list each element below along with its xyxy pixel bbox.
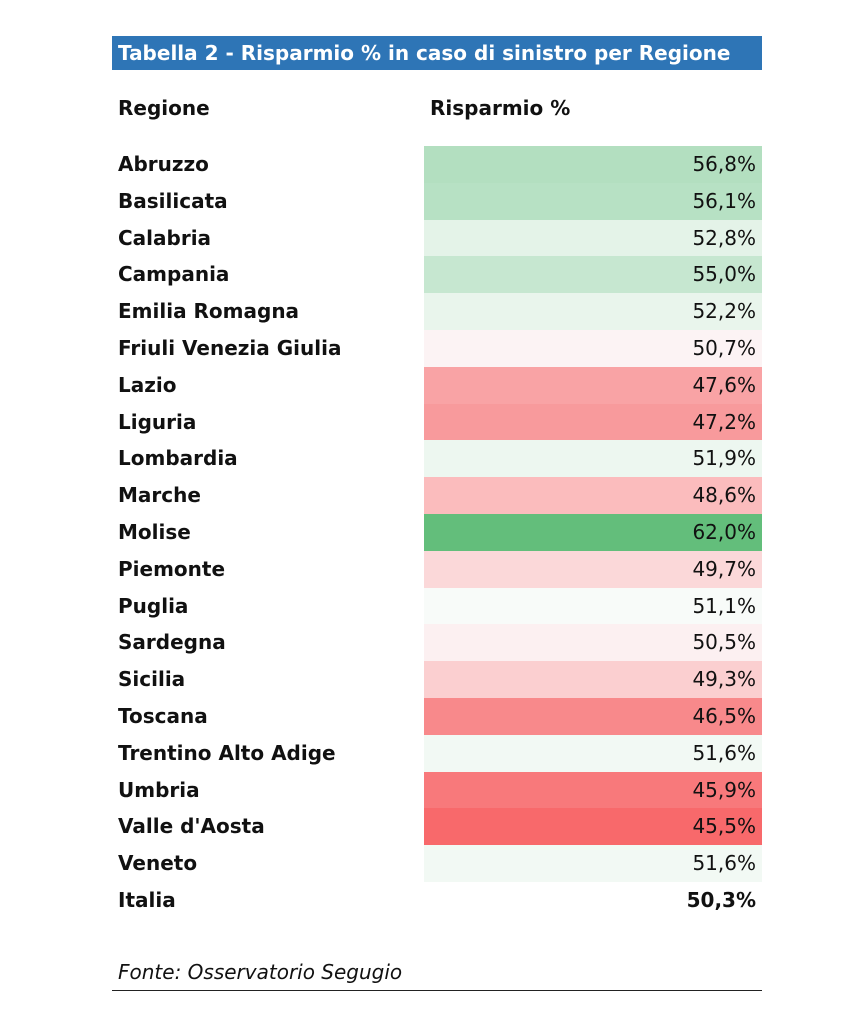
- region-label: Emilia Romagna: [118, 299, 300, 324]
- value-cell: 51,6%: [424, 734, 762, 772]
- value-cell: 50,7%: [424, 330, 762, 367]
- value-cell: 47,6%: [424, 366, 762, 404]
- region-label: Lombardia: [118, 446, 238, 471]
- region-label: Calabria: [118, 225, 212, 250]
- header-value: Risparmio %: [430, 96, 571, 120]
- value-cell: 45,9%: [424, 771, 762, 809]
- value-cell: 45,5%: [424, 808, 762, 846]
- value-cell: 51,6%: [424, 845, 762, 882]
- region-label: Piemonte: [118, 556, 226, 581]
- value-cell: 56,8%: [424, 146, 762, 183]
- source: Fonte: Osservatorio Segugio: [118, 960, 403, 984]
- value-cell: 50,5%: [424, 624, 762, 662]
- region-label: Toscana: [118, 704, 208, 728]
- region-label: Lazio: [118, 372, 177, 397]
- value-cell: 49,3%: [424, 661, 762, 698]
- total-label: Italia: [118, 888, 176, 912]
- region-label: Friuli Venezia Giulia: [118, 336, 342, 360]
- region-label: Marche: [118, 483, 201, 508]
- header-region: Regione: [118, 96, 210, 120]
- region-label: Liguria: [118, 409, 197, 434]
- region-label: Veneto: [118, 851, 198, 876]
- region-label: Abruzzo: [118, 152, 209, 176]
- region-label: Umbria: [118, 777, 200, 802]
- region-label: Campania: [118, 262, 230, 287]
- value-cell: 48,6%: [424, 477, 762, 514]
- value-cell: 51,1%: [424, 587, 762, 625]
- region-label: Sardegna: [118, 630, 226, 655]
- value-cell: 49,7%: [424, 550, 762, 588]
- region-label: Valle d'Aosta: [118, 814, 265, 839]
- value-cell: 52,8%: [424, 219, 762, 257]
- value-cell: 56,1%: [424, 182, 762, 220]
- value-cell: 51,9%: [424, 440, 762, 478]
- region-label: Molise: [118, 520, 191, 544]
- table-title: Tabella 2 - Risparmio % in caso di sinis…: [112, 36, 762, 70]
- region-label: Puglia: [118, 593, 189, 618]
- value-cell: 62,0%: [424, 514, 762, 551]
- value-cell: 46,5%: [424, 698, 762, 735]
- region-label: Basilicata: [118, 188, 228, 213]
- value-cell: 52,2%: [424, 293, 762, 330]
- region-label: Sicilia: [118, 667, 186, 692]
- rule: [112, 990, 762, 991]
- value-cell: 55,0%: [424, 256, 762, 294]
- total-value: 50,3%: [686, 888, 756, 912]
- value-cell: 47,2%: [424, 403, 762, 441]
- region-label: Trentino Alto Adige: [118, 740, 336, 765]
